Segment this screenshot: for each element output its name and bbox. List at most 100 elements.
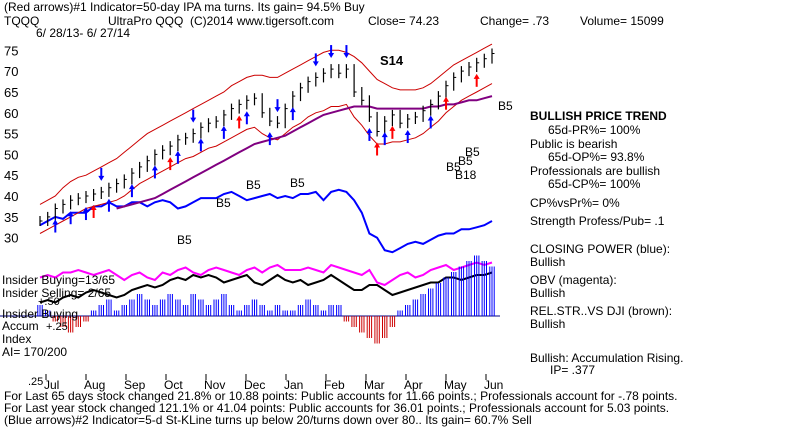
arrow-head: [151, 165, 158, 171]
accum-minus25: .25: [28, 376, 43, 388]
arrow-head: [128, 184, 135, 190]
change-label: Change= .73: [480, 14, 549, 28]
obv-label: OBV (magenta):: [530, 273, 617, 287]
arrow-head: [312, 61, 319, 67]
volume-label: Volume= 15099: [580, 14, 664, 28]
upper-band-line: [39, 43, 493, 205]
trend-title: BULLISH PRICE TREND: [530, 109, 667, 123]
arrow-head: [289, 107, 296, 113]
month-label: Apr: [404, 378, 423, 392]
ai-score: AI= 170/200: [2, 345, 67, 359]
close-label: Close= 74.23: [368, 14, 439, 28]
lower-band-line: [39, 83, 493, 234]
arrow-head: [389, 125, 396, 131]
header-line1: (Red arrows)#1 Indicator=50-day IPA ma t…: [4, 0, 365, 14]
footer-line3: (Blue arrows)#2 Indicator=5-d St-KLine t…: [4, 413, 532, 427]
arrow-head: [366, 127, 373, 133]
month-label: Feb: [324, 378, 345, 392]
signal-label: B5: [177, 233, 192, 247]
price-tick-label: 35: [4, 210, 18, 225]
pr-value: 65d-PR%= 100%: [548, 123, 641, 137]
arrow-head: [381, 132, 388, 138]
price-tick-label: 75: [4, 43, 18, 58]
signal-label: B5: [216, 196, 231, 210]
footer-line1: For Last 65 days stock changed 21.8% or …: [4, 389, 678, 403]
signal-label: B5: [290, 176, 305, 190]
accum-label-3: Index: [2, 332, 31, 346]
arrow-head: [443, 96, 450, 102]
arrow-head: [404, 130, 411, 136]
arrow-head: [473, 73, 480, 79]
arrow-head: [243, 111, 250, 117]
public-title: Public is bearish: [530, 137, 617, 151]
price-layer: [39, 48, 495, 226]
arrow-head: [328, 53, 335, 59]
signal-labels: B5 B5 B5 B5 S14 B5 B5 B5 B5 B18: [177, 53, 513, 247]
ticker-label: TQQQ: [4, 14, 39, 28]
arrow-head: [343, 53, 350, 59]
signal-label: B5: [246, 178, 261, 192]
month-label: Jul: [44, 378, 59, 392]
signal-label: B5: [446, 160, 461, 174]
footer-line2: For Last year stock changed 121.1% or 41…: [4, 401, 669, 415]
price-axis-ticks: 75 70 65 60 55 50 45 40 35 30: [4, 43, 18, 245]
signal-label: B5: [458, 154, 473, 168]
arrow-head: [197, 138, 204, 144]
price-tick-label: 60: [4, 106, 18, 121]
month-label: Sep: [124, 378, 146, 392]
arrow-head: [90, 204, 97, 210]
arrow-head: [190, 117, 197, 123]
price-tick-label: 45: [4, 168, 18, 183]
bands-layer: [39, 43, 493, 234]
arrow-head: [82, 207, 89, 213]
month-label: Jun: [484, 378, 503, 392]
accumulation-index-layer: [37, 255, 495, 344]
month-label: Jan: [284, 378, 303, 392]
obv-value: Bullish: [530, 286, 565, 300]
ip-value: IP= .377: [550, 363, 595, 377]
strength-value: Strength Profess/Pub= .1: [530, 214, 665, 228]
price-tick-label: 65: [4, 85, 18, 100]
arrow-head: [167, 157, 174, 163]
month-label: Nov: [204, 378, 225, 392]
company-label: UltraPro QQQ: [108, 14, 183, 28]
closing-power-label: CLOSING POWER (blue):: [530, 242, 670, 256]
arrow-head: [174, 150, 181, 156]
obv-layer: [39, 271, 493, 304]
copyright-label: (C)2014 www.tigersoft.com: [190, 14, 334, 28]
moving-average-layer: [116, 95, 493, 210]
arrow-head: [266, 132, 273, 138]
price-tick-label: 40: [4, 189, 18, 204]
op-value: 65d-OP%= 93.8%: [548, 150, 645, 164]
obv-line: [39, 271, 493, 304]
right-panel: BULLISH PRICE TREND 65d-PR%= 100% Public…: [530, 109, 683, 377]
relstr-value: Bullish: [530, 317, 565, 331]
insider-buying-line: [39, 261, 493, 287]
signal-label: B5: [498, 99, 513, 113]
price-tick-label: 55: [4, 127, 18, 142]
arrow-head: [236, 115, 243, 121]
arrow-head: [427, 115, 434, 121]
closing-power-layer: [39, 188, 493, 254]
accum-label-1: Insider Buying: [2, 307, 78, 321]
relstr-label: REL.STR..VS DJI (brown):: [530, 304, 672, 318]
price-tick-label: 30: [4, 231, 18, 246]
accum-status: Bullish: Accumulation Rising.: [530, 351, 683, 365]
month-axis: Jul Aug Sep Oct Nov Dec Jan Feb Mar Apr May Jun: [44, 374, 503, 392]
month-label: May: [444, 378, 467, 392]
price-tick-label: 50: [4, 147, 18, 162]
arrow-head: [67, 211, 74, 217]
accum-plus25: +.25: [46, 321, 68, 333]
arrow-head: [105, 198, 112, 204]
arrow-head: [220, 125, 227, 131]
accum-plus50: +.50: [38, 296, 60, 308]
arrow-head: [98, 175, 105, 181]
ma-50day-line: [116, 95, 493, 210]
month-label: Dec: [244, 378, 265, 392]
insider-selling-stat: Insider Selling= 2/65: [2, 286, 111, 300]
signal-label: B18: [455, 168, 477, 182]
insider-buying-stat: Insider Buying=13/65: [2, 273, 115, 287]
cp-value: 65d-CP%= 100%: [548, 177, 641, 191]
